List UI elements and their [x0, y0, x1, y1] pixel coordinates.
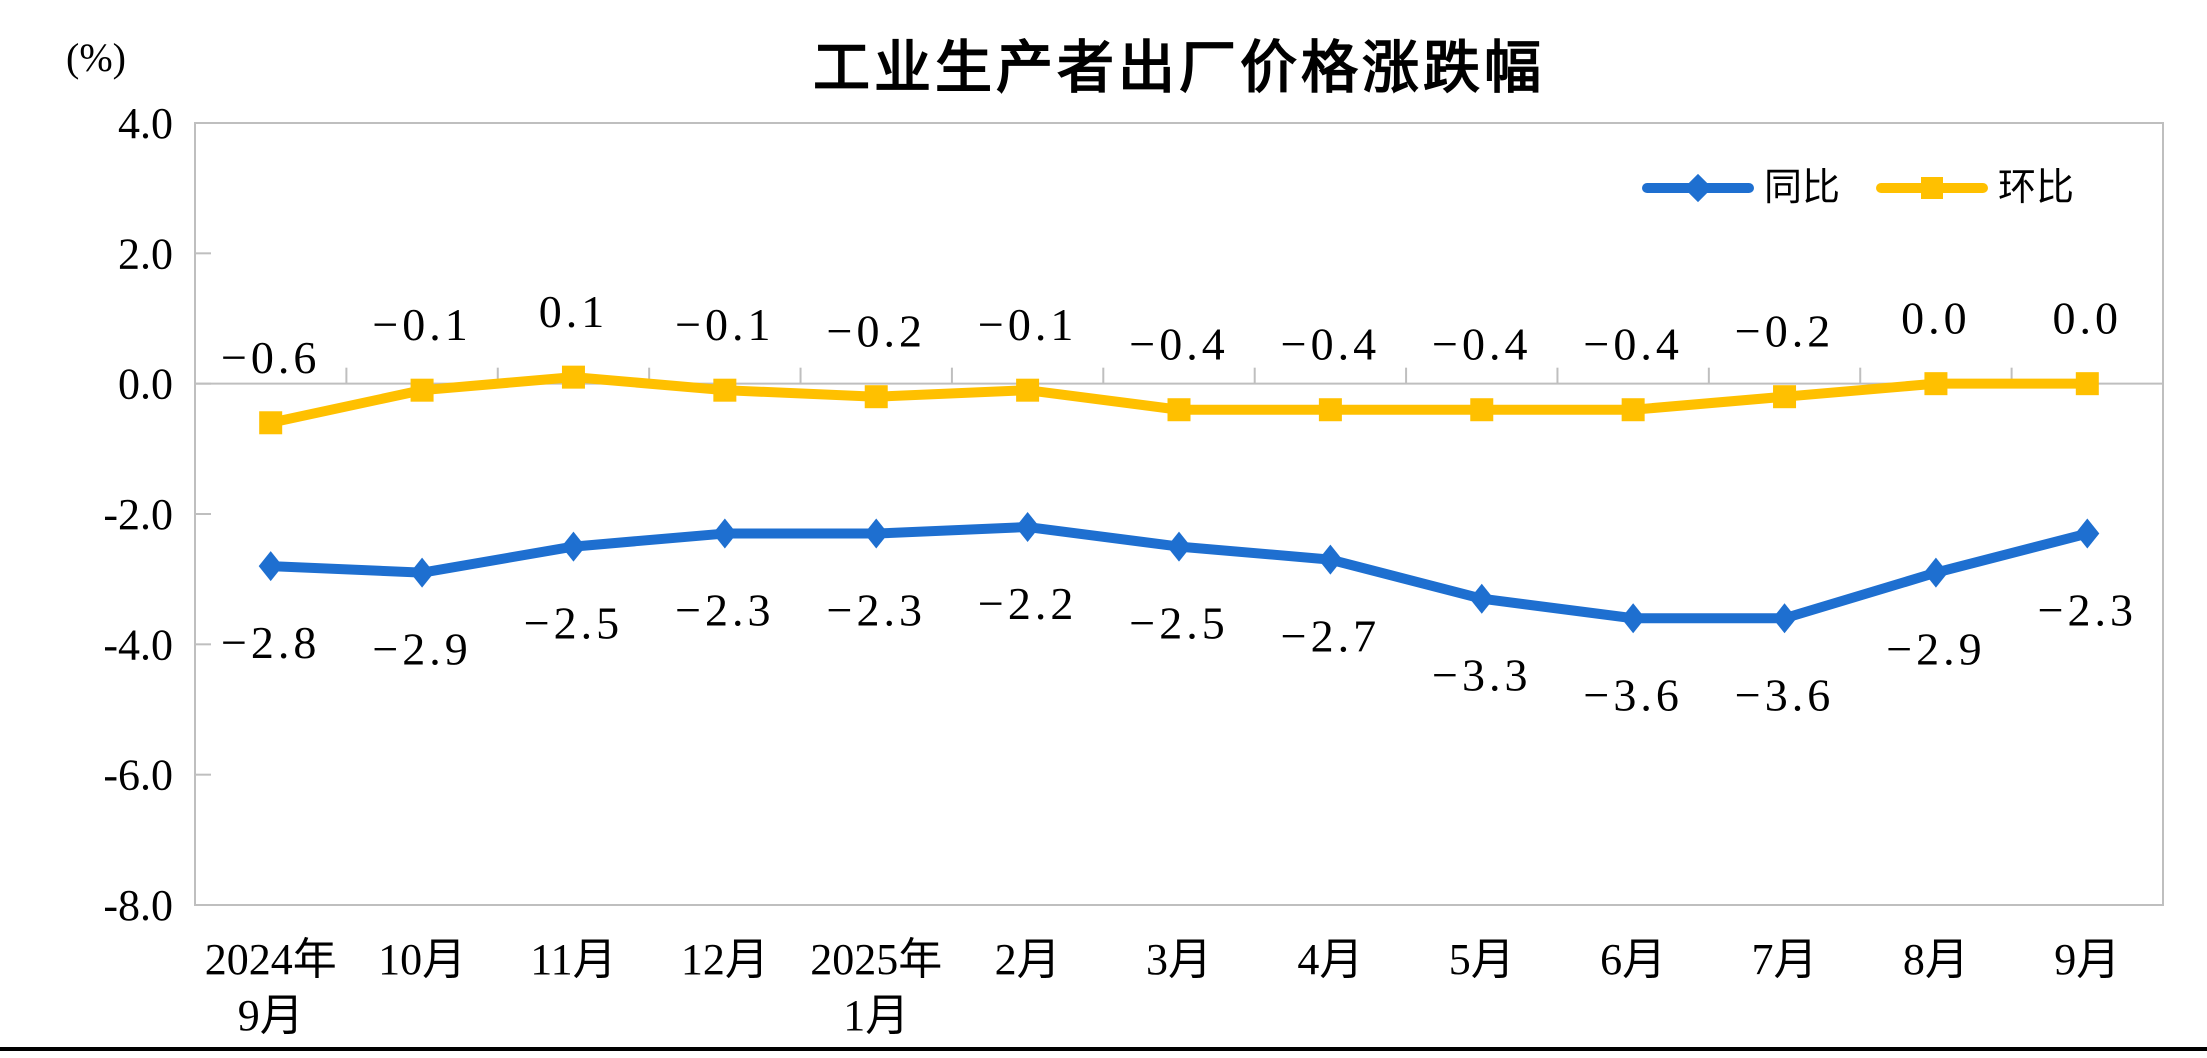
huanbi-data-label: −0.4 — [1281, 319, 1380, 370]
tongbi-point-marker — [1015, 512, 1040, 543]
legend-item-tongbi: 同比 — [1642, 169, 1840, 207]
tongbi-point-marker — [561, 531, 586, 562]
tongbi-point-marker — [258, 551, 283, 582]
tongbi-point-marker — [1923, 557, 1948, 588]
tongbi-point-marker — [1772, 603, 1797, 634]
huanbi-data-label: 0.0 — [1901, 293, 1971, 344]
diamond-marker-icon — [1683, 173, 1713, 203]
tongbi-data-label: −2.9 — [1886, 624, 1985, 675]
tongbi-data-label: −2.3 — [675, 585, 774, 636]
tongbi-point-marker — [864, 518, 889, 549]
x-tick-label: 11月 — [530, 935, 616, 984]
tongbi-data-label: −2.9 — [372, 624, 471, 675]
legend-item-huanbi: 环比 — [1876, 169, 2074, 207]
huanbi-data-label: −0.1 — [372, 299, 471, 350]
y-tick-label: 4.0 — [118, 99, 173, 148]
x-tick-label: 2024年 — [205, 935, 337, 984]
plot-border — [194, 122, 2164, 906]
x-tick-label: 1月 — [843, 991, 909, 1040]
huanbi-point-marker — [259, 411, 283, 435]
y-axis-unit-label: (%) — [66, 35, 126, 80]
x-tick-label: 5月 — [1449, 935, 1515, 984]
huanbi-point-marker — [561, 365, 585, 389]
tongbi-line-icon — [1642, 173, 1754, 203]
y-tick-label: -4.0 — [103, 620, 173, 669]
tongbi-point-marker — [1621, 603, 1646, 634]
tongbi-point-marker — [410, 557, 435, 588]
huanbi-data-label: 0.1 — [539, 286, 609, 337]
x-tick-label: 2月 — [995, 935, 1061, 984]
tongbi-data-label: −2.5 — [1129, 598, 1228, 649]
y-tick-label: 0.0 — [118, 360, 173, 409]
x-tick-label: 9月 — [2054, 935, 2120, 984]
huanbi-point-marker — [1470, 398, 1494, 422]
y-tick-label: -8.0 — [103, 881, 173, 930]
y-tick-label: 2.0 — [118, 229, 173, 278]
huanbi-point-marker — [1621, 398, 1645, 422]
chart-legend: 同比 环比 — [1642, 158, 2074, 218]
tongbi-data-label: −2.2 — [978, 578, 1077, 629]
huanbi-data-label: −0.4 — [1432, 319, 1531, 370]
x-tick-label: 12月 — [681, 935, 769, 984]
huanbi-point-marker — [713, 378, 737, 402]
x-tick-label: 6月 — [1600, 935, 1666, 984]
huanbi-data-label: −0.4 — [1129, 319, 1228, 370]
huanbi-data-label: −0.1 — [675, 299, 774, 350]
huanbi-data-label: −0.2 — [1735, 306, 1834, 357]
tongbi-data-label: −3.3 — [1432, 650, 1531, 701]
tongbi-data-label: −2.7 — [1281, 611, 1380, 662]
legend-label-tongbi: 同比 — [1764, 167, 1841, 209]
tongbi-data-label: −2.3 — [2038, 585, 2137, 636]
huanbi-point-marker — [410, 378, 434, 402]
huanbi-data-label: −0.1 — [978, 299, 1077, 350]
huanbi-point-marker — [2075, 372, 2099, 396]
huanbi-point-marker — [1318, 398, 1342, 422]
x-tick-label: 2025年 — [810, 935, 942, 984]
y-tick-label: -2.0 — [103, 490, 173, 539]
tongbi-point-marker — [1167, 531, 1191, 562]
tongbi-point-marker — [1318, 544, 1343, 575]
huanbi-line-icon — [1876, 177, 1989, 199]
legend-label-huanbi: 环比 — [1998, 167, 2075, 209]
huanbi-data-label: −0.4 — [1583, 319, 1682, 370]
x-tick-label: 8月 — [1903, 935, 1969, 984]
huanbi-point-marker — [1016, 378, 1040, 402]
x-tick-label: 7月 — [1752, 935, 1818, 984]
bottom-divider — [0, 1047, 2207, 1051]
x-tick-label: 4月 — [1297, 935, 1363, 984]
y-tick-label: -6.0 — [103, 751, 173, 800]
tongbi-point-marker — [1469, 583, 1494, 614]
huanbi-data-label: −0.6 — [221, 332, 320, 383]
tongbi-data-label: −3.6 — [1583, 669, 1682, 720]
x-tick-label: 3月 — [1146, 935, 1212, 984]
x-tick-label: 9月 — [238, 991, 304, 1040]
tongbi-data-label: −3.6 — [1735, 669, 1834, 720]
huanbi-data-label: 0.0 — [2053, 293, 2123, 344]
huanbi-data-label: −0.2 — [827, 306, 926, 357]
huanbi-point-marker — [864, 385, 888, 409]
tongbi-data-label: −2.8 — [221, 617, 320, 668]
square-marker-icon — [1921, 177, 1944, 199]
tongbi-data-label: −2.3 — [827, 585, 926, 636]
huanbi-point-marker — [1924, 372, 1948, 396]
huanbi-point-marker — [1773, 385, 1797, 409]
tongbi-data-label: −2.5 — [524, 598, 623, 649]
tongbi-point-marker — [2075, 518, 2100, 549]
chart-title: 工业生产者出厂价格涨跌幅 — [813, 36, 1545, 100]
x-tick-label: 10月 — [378, 935, 466, 984]
huanbi-point-marker — [1167, 398, 1191, 422]
tongbi-point-marker — [712, 518, 737, 549]
